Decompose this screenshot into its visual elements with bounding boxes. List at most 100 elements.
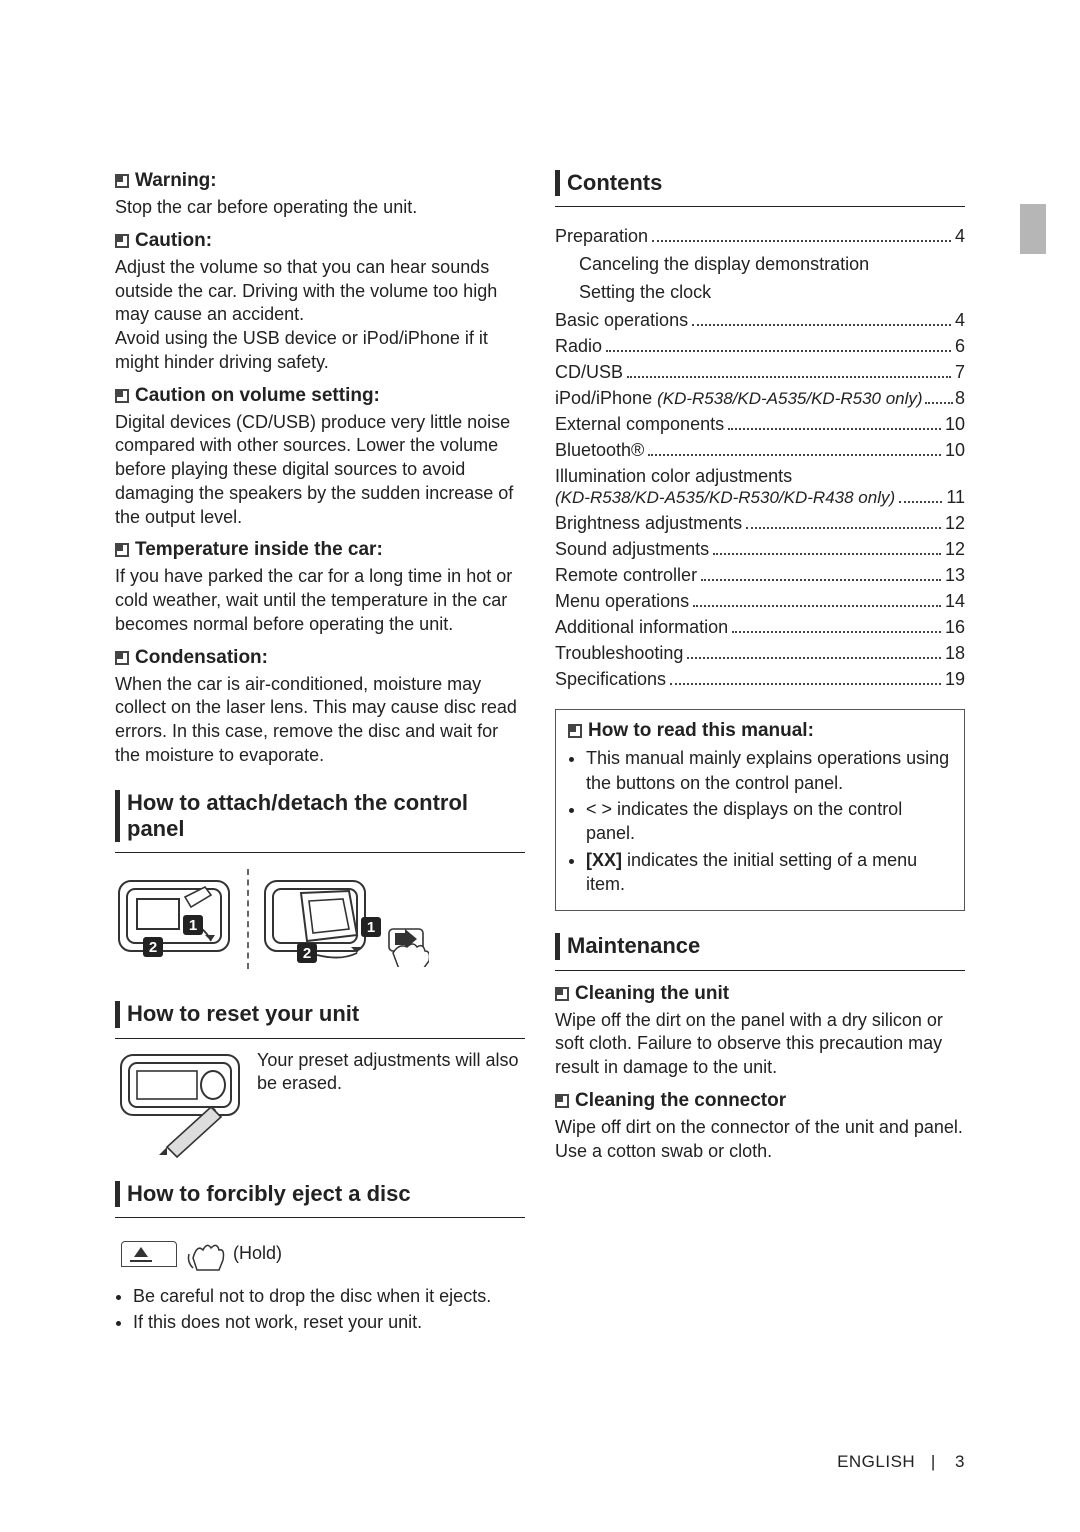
read-heading: How to read this manual: <box>568 720 952 742</box>
toc-note: (KD-R538/KD-A535/KD-R530/KD-R438 only) <box>555 488 895 508</box>
attach-diagram: 2 1 1 2 <box>115 869 525 969</box>
toc-leader-dots <box>692 314 951 327</box>
eject-button-icon <box>121 1241 177 1267</box>
toc-page: 16 <box>945 617 965 638</box>
toc-item: iPod/iPhone (KD-R538/KD-A535/KD-R530 onl… <box>555 388 965 409</box>
toc-leader-dots <box>728 418 941 431</box>
section-bar-icon <box>555 170 560 196</box>
maintenance-title: Maintenance <box>567 933 965 959</box>
toc-note: (KD-R538/KD-A535/KD-R530 only) <box>657 389 923 409</box>
toc-page: 12 <box>945 539 965 560</box>
toc-item: Illumination color adjustments <box>555 466 965 487</box>
toc-item: Specifications 19 <box>555 669 965 690</box>
page: Warning: Stop the car before operating t… <box>0 0 1080 1532</box>
eject-row: (Hold) <box>121 1234 525 1274</box>
svg-text:1: 1 <box>367 919 375 936</box>
left-column: Warning: Stop the car before operating t… <box>115 170 525 1337</box>
toc-item: Sound adjustments 12 <box>555 539 965 560</box>
section-bar-icon <box>115 1001 120 1027</box>
toc-leader-dots <box>746 517 941 530</box>
toc-item: Preparation 4 <box>555 226 965 247</box>
two-column-layout: Warning: Stop the car before operating t… <box>115 170 965 1337</box>
toc-label: Remote controller <box>555 565 697 586</box>
read-title: How to read this manual: <box>588 720 814 742</box>
toc-item: Brightness adjustments12 <box>555 513 965 534</box>
toc-label: Illumination color adjustments <box>555 466 792 487</box>
warning-heading: Warning: <box>115 170 525 192</box>
temperature-title: Temperature inside the car: <box>135 539 383 561</box>
toc-leader-dots <box>670 673 941 686</box>
eject-bullet: Be careful not to drop the disc when it … <box>133 1284 525 1308</box>
toc-item: Additional information 16 <box>555 617 965 638</box>
section-rule <box>115 1217 525 1218</box>
cleaning-unit-body: Wipe off the dirt on the panel with a dr… <box>555 1009 965 1080</box>
toc-leader-dots <box>899 491 942 504</box>
toc-leader-dots <box>701 569 941 582</box>
toc-page: 19 <box>945 669 965 690</box>
toc-label: External components <box>555 414 724 435</box>
reset-title: How to reset your unit <box>127 1001 525 1027</box>
toc-item: Radio6 <box>555 336 965 357</box>
cleaning-connector-heading: Cleaning the connector <box>555 1090 965 1112</box>
svg-text:2: 2 <box>303 945 311 962</box>
footer-separator: | <box>931 1452 936 1471</box>
toc-label: Specifications <box>555 669 666 690</box>
caution-heading: Caution: <box>115 230 525 252</box>
reset-section-heading: How to reset your unit <box>115 1001 525 1027</box>
toc-leader-dots <box>627 366 951 379</box>
section-tab-marker <box>1020 204 1046 254</box>
condensation-title: Condensation: <box>135 647 268 669</box>
toc-label: Additional information <box>555 617 728 638</box>
reset-content: Your preset adjustments will also be era… <box>115 1049 525 1159</box>
square-bullet-icon <box>555 1094 569 1108</box>
eject-bullets: Be careful not to drop the disc when it … <box>115 1284 525 1337</box>
toc-item: Bluetooth® 10 <box>555 440 965 461</box>
toc-item: Troubleshooting 18 <box>555 643 965 664</box>
square-bullet-icon <box>115 174 129 188</box>
toc-item: Menu operations14 <box>555 591 965 612</box>
toc-page: 6 <box>955 336 965 357</box>
toc-item: Remote controller 13 <box>555 565 965 586</box>
square-bullet-icon <box>115 651 129 665</box>
toc-label: Brightness adjustments <box>555 513 742 534</box>
toc-leader-dots <box>606 340 951 353</box>
divider-dashed-icon <box>247 869 249 969</box>
toc-page: 13 <box>945 565 965 586</box>
volume-body: Digital devices (CD/USB) produce very li… <box>115 411 525 530</box>
section-bar-icon <box>555 933 560 959</box>
toc-item: Basic operations4 <box>555 310 965 331</box>
toc-leader-dots <box>693 595 941 608</box>
square-bullet-icon <box>115 389 129 403</box>
read-bullets: This manual mainly explains operations u… <box>568 746 952 896</box>
toc-label: Preparation <box>555 226 648 247</box>
square-bullet-icon <box>555 987 569 1001</box>
toc-label: Bluetooth® <box>555 440 644 461</box>
svg-text:1: 1 <box>189 917 197 934</box>
eject-bullet: If this does not work, reset your unit. <box>133 1310 525 1334</box>
toc-label: Troubleshooting <box>555 643 683 664</box>
toc-page: 4 <box>955 226 965 247</box>
caution-title: Caution: <box>135 230 212 252</box>
cleaning-connector-body: Wipe off dirt on the connector of the un… <box>555 1116 965 1164</box>
toc-page: 11 <box>946 487 965 508</box>
toc-label: Sound adjustments <box>555 539 709 560</box>
maintenance-heading: Maintenance <box>555 933 965 959</box>
toc-sub-item: Setting the clock <box>555 282 965 303</box>
section-rule <box>115 852 525 853</box>
toc-leader-dots <box>687 647 941 660</box>
square-bullet-icon <box>115 543 129 557</box>
attach-title: How to attach/detach the control panel <box>127 790 525 843</box>
volume-title: Caution on volume setting: <box>135 385 380 407</box>
toc-page: 18 <box>945 643 965 664</box>
square-bullet-icon <box>568 724 582 738</box>
toc-page: 10 <box>945 414 965 435</box>
toc-page: 10 <box>945 440 965 461</box>
toc-page: 14 <box>945 591 965 612</box>
condensation-heading: Condensation: <box>115 647 525 669</box>
contents-heading: Contents <box>555 170 965 196</box>
footer-page-number: 3 <box>955 1452 965 1471</box>
footer-language: ENGLISH <box>837 1452 915 1471</box>
toc-leader-dots <box>713 543 941 556</box>
read-bullet: This manual mainly explains operations u… <box>586 746 952 795</box>
detach-panel-illustration: 2 1 <box>115 871 235 967</box>
